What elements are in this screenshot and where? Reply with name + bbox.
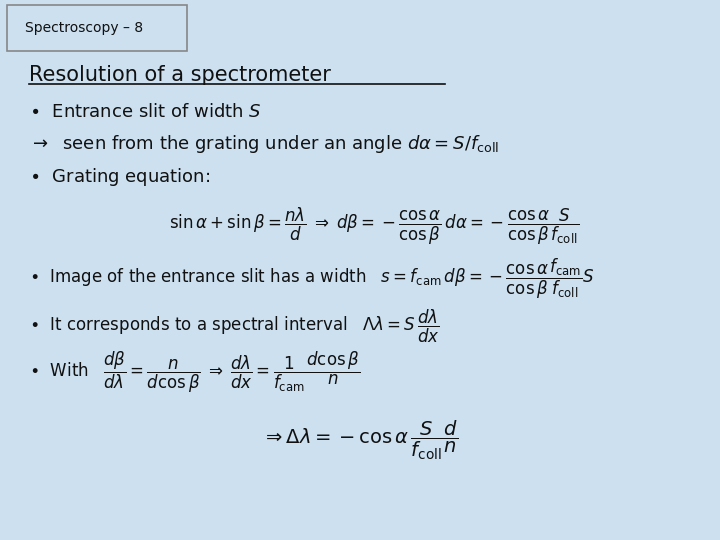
Text: Spectroscopy – 8: Spectroscopy – 8 — [25, 21, 143, 35]
Text: $\bullet$  Entrance slit of width $S$: $\bullet$ Entrance slit of width $S$ — [29, 103, 261, 121]
Text: $\sin\alpha + \sin\beta = \dfrac{n\lambda}{d}\;\Rightarrow\; d\beta = -\dfrac{\c: $\sin\alpha + \sin\beta = \dfrac{n\lambd… — [169, 206, 580, 247]
Text: $\rightarrow$  seen from the grating under an angle $d\alpha = S/f_{\rm coll}$: $\rightarrow$ seen from the grating unde… — [29, 133, 499, 155]
Text: Resolution of a spectrometer: Resolution of a spectrometer — [29, 64, 330, 85]
Text: $\bullet$  Grating equation:: $\bullet$ Grating equation: — [29, 166, 210, 188]
Text: $\Rightarrow \Delta\lambda = -\cos\alpha\,\dfrac{S}{f_{\rm coll}}\dfrac{d}{n}$: $\Rightarrow \Delta\lambda = -\cos\alpha… — [262, 418, 458, 462]
FancyBboxPatch shape — [7, 5, 187, 51]
Text: $\bullet$  It corresponds to a spectral interval  $\;\Lambda\lambda = S\,\dfrac{: $\bullet$ It corresponds to a spectral i… — [29, 308, 439, 345]
Text: $\bullet$  Image of the entrance slit has a width  $\;s = f_{\rm cam}\,d\beta = : $\bullet$ Image of the entrance slit has… — [29, 257, 595, 301]
Text: $\bullet$  With  $\;\dfrac{d\beta}{d\lambda} = \dfrac{n}{d\cos\beta}\;\Rightarro: $\bullet$ With $\;\dfrac{d\beta}{d\lambd… — [29, 350, 360, 395]
